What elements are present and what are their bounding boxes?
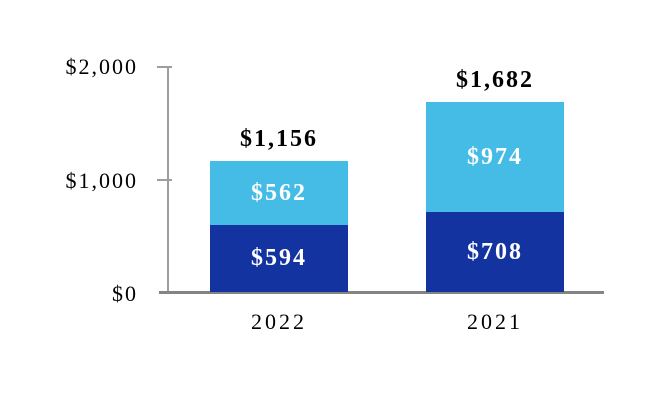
- bar-segment-value-label: $562: [251, 179, 307, 206]
- bar-segment-bottom: $708: [426, 212, 564, 292]
- bar-segment-bottom: $594: [210, 225, 348, 292]
- y-axis-tick-1000: [157, 179, 172, 181]
- x-axis-line: [159, 291, 604, 294]
- bar-group-2022: $1,156 $562 $594: [210, 126, 348, 292]
- bar-segment-value-label: $974: [467, 143, 523, 170]
- bar-segment-value-label: $594: [251, 245, 307, 271]
- bar-segment-top: $974: [426, 102, 564, 212]
- x-axis-category-label: 2022: [251, 309, 307, 334]
- bar-group-2021: $1,682 $974 $708: [426, 67, 564, 292]
- x-axis-category-label: 2021: [467, 309, 523, 334]
- bar-segment-value-label: $708: [467, 238, 523, 265]
- y-axis-tick-2000: [157, 66, 172, 68]
- y-axis-tick-label-0: $0: [112, 281, 138, 306]
- bar-total-label: $1,156: [240, 126, 318, 152]
- y-axis-tick-label-1000: $1,000: [65, 168, 138, 193]
- y-axis-tick-label-2000: $2,000: [65, 54, 138, 79]
- bar-segment-top: $562: [210, 161, 348, 225]
- bar-total-label: $1,682: [456, 67, 534, 93]
